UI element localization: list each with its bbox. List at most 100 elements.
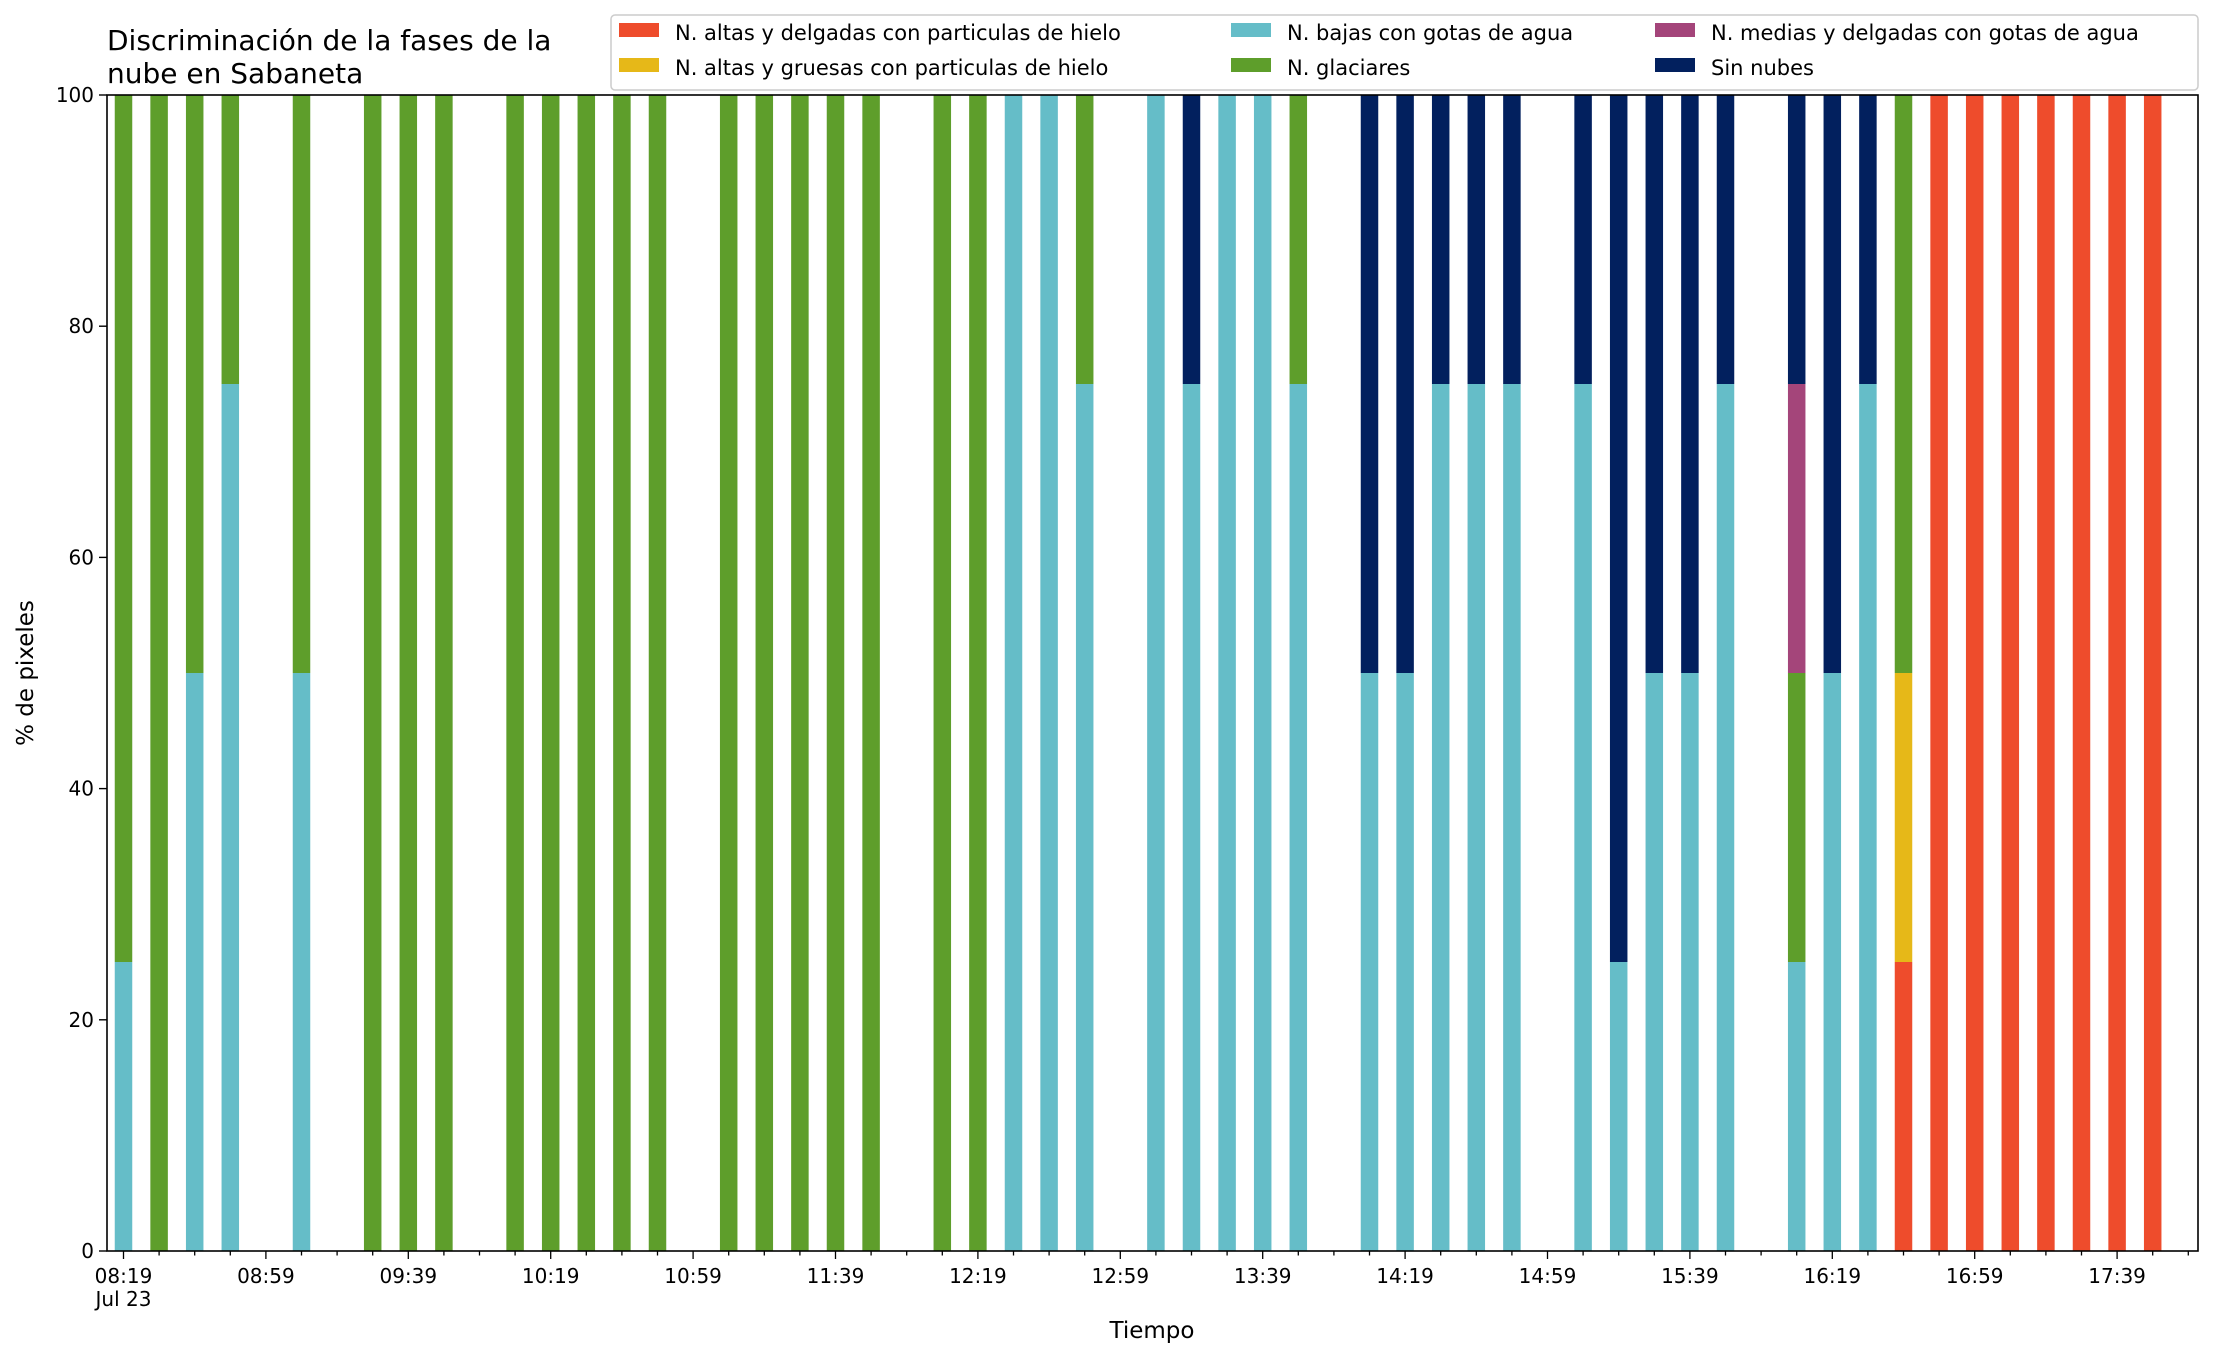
bar-segment-bajas	[292, 673, 311, 1251]
bar-segment-sin_nubes	[1609, 95, 1628, 962]
y-tick-label: 60	[69, 545, 94, 569]
bar-segment-bajas	[1147, 95, 1165, 1251]
legend-label: N. glaciares	[1287, 56, 1410, 80]
bar-segment-glaciares	[150, 95, 168, 1251]
y-tick-label: 20	[69, 1008, 94, 1032]
bar-segment-glaciares	[1894, 95, 1913, 673]
x-tick-label: 16:19	[1803, 1264, 1861, 1288]
x-axis-label: Tiempo	[1109, 1318, 1195, 1344]
legend-item-altas_gruesas: N. altas y gruesas con particulas de hie…	[619, 56, 1108, 80]
legend-frame	[610, 14, 2199, 91]
bar-segment-sin_nubes	[1823, 95, 1842, 673]
bar-segment-glaciares	[1787, 673, 1806, 962]
x-tick-label: 12:19	[949, 1264, 1007, 1288]
bar-segment-bajas	[1787, 962, 1806, 1251]
legend-item-bajas: N. bajas con gotas de agua	[1231, 21, 1573, 45]
bar-segment-glaciares	[435, 95, 453, 1251]
legend-label: N. medias y delgadas con gotas de agua	[1711, 21, 2139, 45]
x-tick-label: 14:59	[1519, 1264, 1577, 1288]
x-tick-label: 16:59	[1946, 1264, 2004, 1288]
bar-segment-sin_nubes	[1787, 95, 1806, 384]
x-tick-label: 14:19	[1376, 1264, 1434, 1288]
y-axis-label: % de pixeles	[13, 600, 39, 746]
chart-title-line-2: nube en Sabaneta	[107, 57, 363, 90]
bar-segment-glaciares	[862, 95, 880, 1251]
bar-segment-bajas	[1218, 95, 1236, 1251]
bar-segment-glaciares	[185, 95, 204, 673]
bar-segment-glaciares	[755, 95, 774, 1251]
bar-segment-altas_delgadas	[2001, 95, 2020, 1251]
bar-segment-glaciares	[719, 95, 738, 1251]
bar-segment-glaciares	[577, 95, 596, 1251]
bar-segment-glaciares	[221, 95, 240, 384]
bar-segment-altas_delgadas	[2072, 95, 2091, 1251]
x-tick-label: 09:39	[379, 1264, 437, 1288]
legend-swatch	[1231, 23, 1271, 37]
bar-segment-glaciares	[292, 95, 311, 673]
bar-segment-bajas	[1431, 384, 1450, 1251]
y-tick-label: 40	[69, 777, 94, 801]
bar-segment-sin_nubes	[1503, 95, 1521, 384]
legend-label: Sin nubes	[1711, 56, 1814, 80]
legend-swatch	[1655, 58, 1695, 72]
bar-segment-bajas	[1609, 962, 1628, 1251]
bar-segment-altas_delgadas	[2108, 95, 2126, 1251]
bar-segment-sin_nubes	[1182, 95, 1201, 384]
bar-segment-sin_nubes	[1645, 95, 1664, 673]
legend-swatch	[1231, 58, 1271, 72]
bar-segment-glaciares	[826, 95, 845, 1251]
bar-segment-sin_nubes	[1681, 95, 1699, 673]
x-tick-label: 08:59	[237, 1264, 295, 1288]
legend: N. altas y delgadas con particulas de hi…	[610, 14, 2199, 91]
bar-segment-sin_nubes	[1859, 95, 1877, 384]
x-tick-label: 11:39	[807, 1264, 865, 1288]
bar-segment-glaciares	[1075, 95, 1094, 384]
legend-item-altas_delgadas: N. altas y delgadas con particulas de hi…	[619, 21, 1121, 45]
bar-segment-glaciares	[399, 95, 418, 1251]
bar-segment-bajas	[1396, 673, 1414, 1251]
bar-segment-bajas	[1716, 384, 1735, 1251]
bar-segment-glaciares	[933, 95, 952, 1251]
x-tick-label: 08:19	[95, 1264, 153, 1288]
x-tick-label: 15:39	[1661, 1264, 1719, 1288]
y-tick-label: 100	[56, 83, 94, 107]
legend-item-sin_nubes: Sin nubes	[1655, 56, 1814, 80]
x-tick-sublabel: Jul 23	[94, 1287, 152, 1311]
legend-item-glaciares: N. glaciares	[1231, 56, 1410, 80]
bar-segment-glaciares	[506, 95, 524, 1251]
bar-segment-altas_delgadas	[1965, 95, 1984, 1251]
x-tick-label: 17:39	[2088, 1264, 2146, 1288]
bar-segment-bajas	[1645, 673, 1664, 1251]
bar-segment-glaciares	[1289, 95, 1308, 384]
y-tick-label: 0	[81, 1239, 94, 1263]
bar-segment-glaciares	[791, 95, 809, 1251]
bar-segment-sin_nubes	[1360, 95, 1379, 673]
bar-segment-altas_delgadas	[1930, 95, 1948, 1251]
bar-segment-glaciares	[541, 95, 560, 1251]
bar-segment-medias	[1787, 384, 1806, 673]
bar-segment-bajas	[1574, 384, 1592, 1251]
legend-swatch	[619, 23, 659, 37]
bar-segment-bajas	[1859, 384, 1877, 1251]
legend-swatch	[1655, 23, 1695, 37]
legend-label: N. bajas con gotas de agua	[1287, 21, 1573, 45]
x-tick-label: 12:59	[1091, 1264, 1149, 1288]
bar-segment-bajas	[1004, 95, 1023, 1251]
plot-frame	[106, 94, 2199, 1252]
bar-segment-bajas	[1253, 95, 1272, 1251]
bar-segment-sin_nubes	[1431, 95, 1450, 384]
bar-segment-bajas	[1681, 673, 1699, 1251]
bar-segment-glaciares	[648, 95, 667, 1251]
x-tick-label: 13:39	[1234, 1264, 1292, 1288]
bar-segment-bajas	[185, 673, 204, 1251]
bar-segment-bajas	[114, 962, 133, 1251]
x-tick-label: 10:19	[522, 1264, 580, 1288]
bar-segment-glaciares	[613, 95, 631, 1251]
chart-title-line-1: Discriminación de la fases de la	[107, 24, 551, 57]
x-tick-label: 10:59	[664, 1264, 722, 1288]
legend-swatch	[619, 58, 659, 72]
bar-segment-bajas	[1823, 673, 1842, 1251]
bar-segment-bajas	[1360, 673, 1379, 1251]
bar-segment-sin_nubes	[1716, 95, 1735, 384]
